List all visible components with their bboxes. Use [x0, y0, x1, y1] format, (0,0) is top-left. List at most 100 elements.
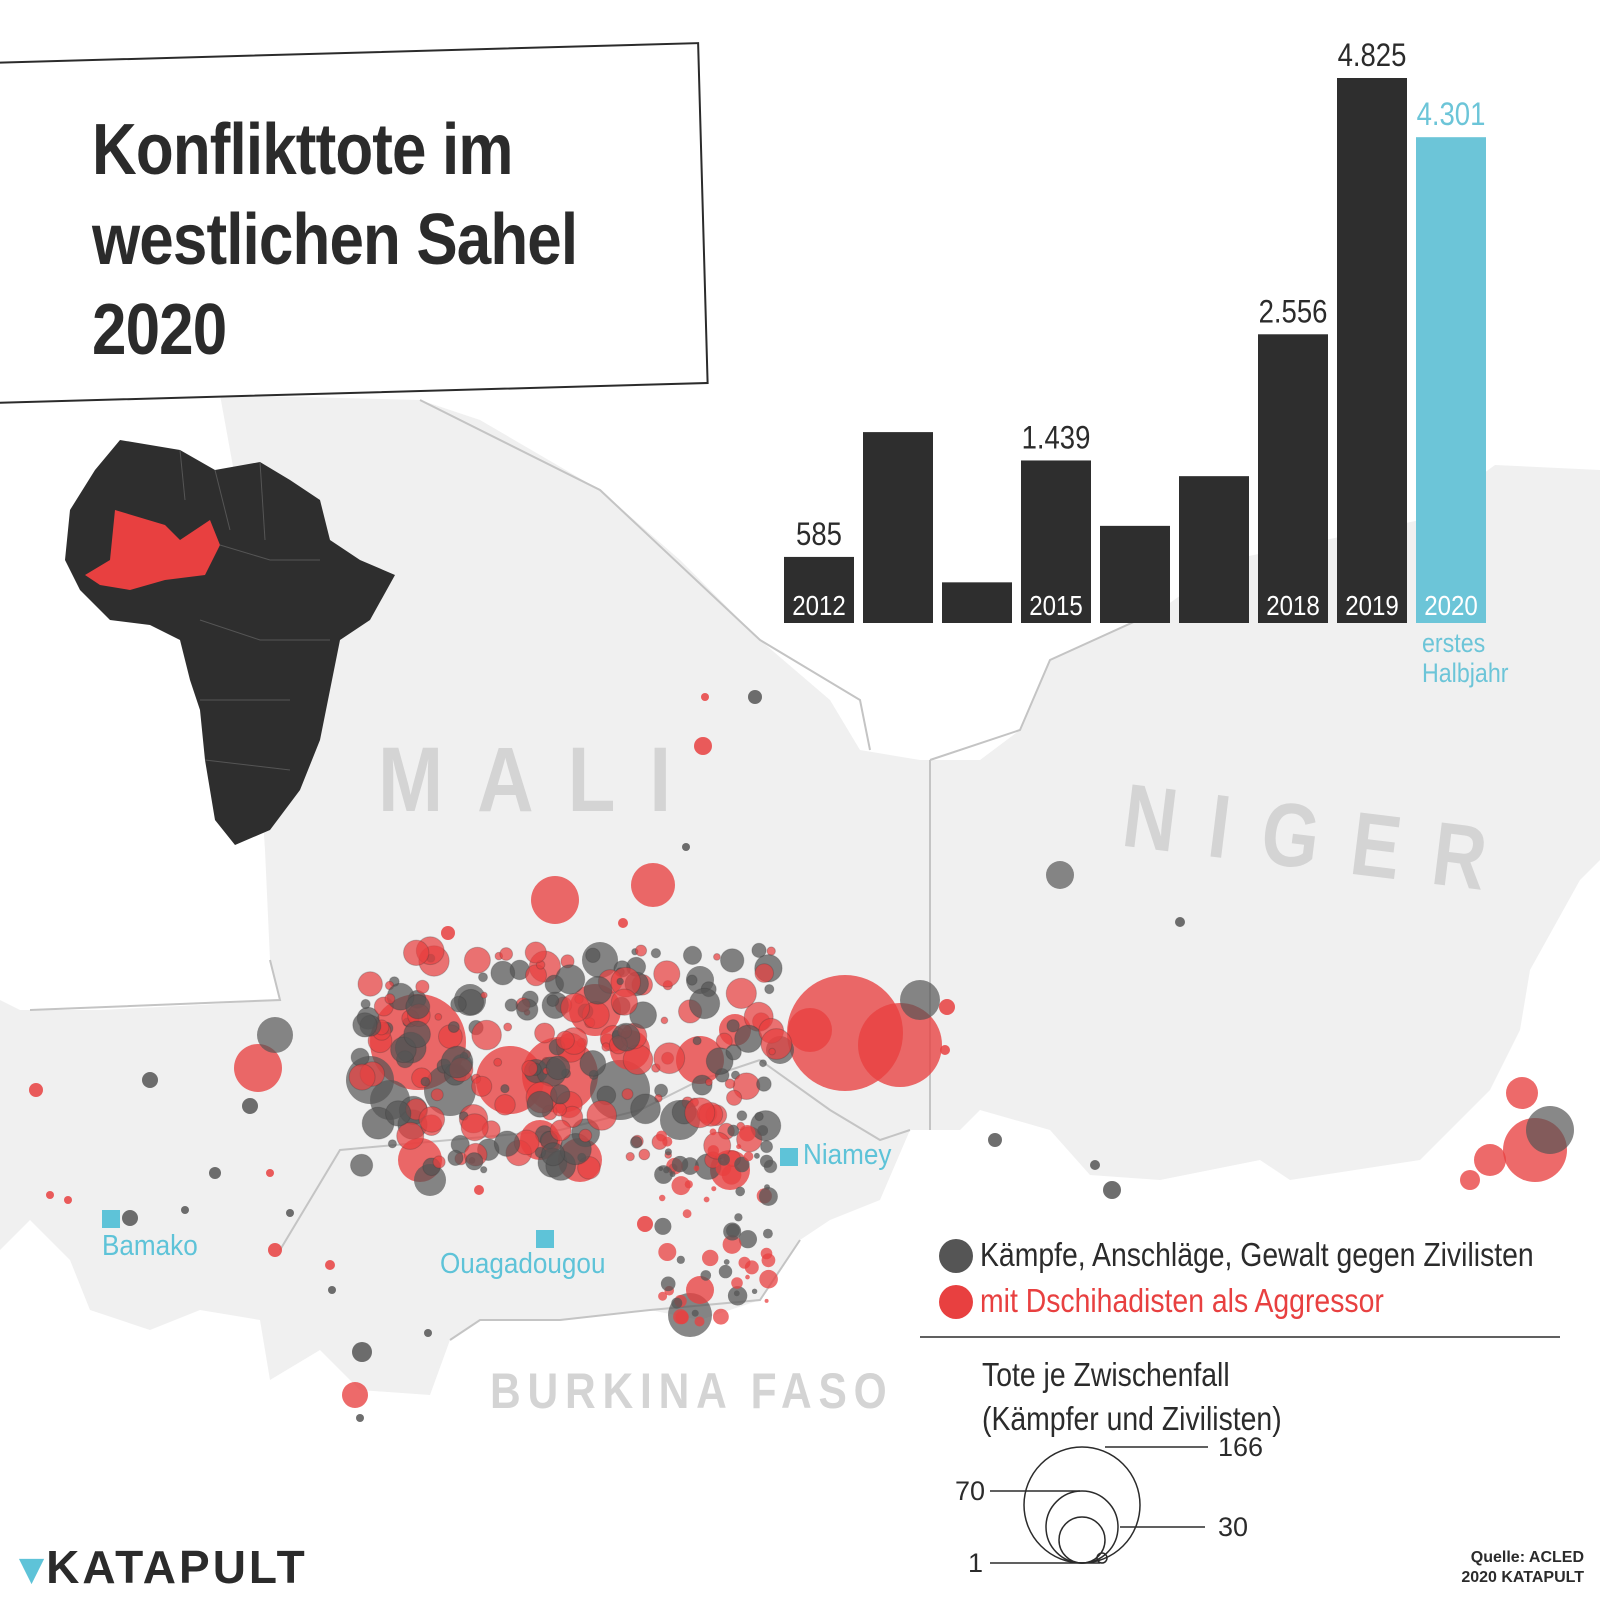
event-circle [415, 979, 430, 994]
burkina-niger-border [759, 1059, 911, 1142]
size-legend-title-2: (Kämpfer und Zivilisten) [982, 1400, 1282, 1437]
event-circle [718, 1264, 733, 1279]
event-circle [725, 1044, 742, 1061]
event-circle [701, 693, 709, 701]
event-circle [552, 1102, 567, 1117]
mali-west-border [29, 959, 282, 1011]
event-circle [181, 1206, 189, 1214]
event-circle [660, 1276, 676, 1292]
event-circle [460, 1113, 489, 1142]
event-circle [586, 1100, 618, 1131]
city-label-ouagadougou: Ouagadougou [440, 1248, 606, 1280]
bar-2013 [863, 432, 933, 623]
event-circle [1526, 1106, 1574, 1154]
bar-2020 [1416, 137, 1486, 623]
copyright-text: 2020 KATAPULT [1461, 1569, 1584, 1586]
city-label-bamako: Bamako [102, 1230, 198, 1262]
note-2020-line-2: Halbjahr [1422, 658, 1509, 688]
event-circle [693, 1165, 700, 1172]
event-circle [352, 1342, 372, 1362]
event-circle [634, 944, 648, 957]
sahel-highlight [85, 510, 220, 590]
city-label-niamey: Niamey [803, 1139, 892, 1171]
event-circle [352, 1012, 378, 1038]
page-title: Konflikttote im westlichen Sahel 2020 [92, 105, 608, 375]
event-circle [500, 1084, 510, 1094]
event-circle [611, 1022, 641, 1052]
event-circle [766, 946, 776, 956]
bar-year-label: 2018 [1266, 589, 1320, 621]
bar-2019 [1337, 78, 1407, 623]
size-label-1: 1 [968, 1548, 984, 1578]
event-circle [480, 1166, 488, 1174]
event-circle [1506, 1077, 1538, 1109]
event-circle [521, 1060, 538, 1077]
event-circle [760, 1154, 774, 1168]
event-circle [660, 1016, 669, 1025]
country-label-burkina-faso: BURKINA FASO [490, 1363, 894, 1419]
event-circle [1175, 917, 1185, 927]
event-circle [900, 980, 940, 1020]
bar-2012 [784, 556, 854, 623]
event-circle [531, 876, 579, 924]
event-circle [754, 1152, 760, 1159]
event-circle [629, 1001, 657, 1029]
event-circle [745, 1274, 750, 1280]
size-label-30: 30 [1218, 1512, 1249, 1542]
event-circle [549, 1119, 572, 1142]
event-circle [726, 1019, 740, 1033]
niamey-marker [780, 1148, 798, 1166]
event-circle [610, 988, 639, 1016]
event-circle [516, 998, 539, 1021]
burkina-south-border [449, 1239, 801, 1341]
event-circle [328, 1286, 336, 1294]
event-circle [257, 1017, 293, 1053]
bar-value-label: 4.825 [1338, 38, 1407, 73]
event-circle [726, 1223, 740, 1238]
event-circle [694, 737, 712, 755]
bar-2017 [1179, 476, 1249, 623]
event-circle [748, 690, 762, 704]
event-circle [725, 977, 757, 1010]
legend-red-dot [939, 1285, 973, 1319]
bar-year-label: 2012 [792, 589, 846, 621]
event-circle [713, 953, 721, 961]
event-circle [450, 995, 467, 1013]
bar-value-label: 585 [796, 517, 842, 552]
legend-red-label: mit Dschihadisten als Aggressor [980, 1282, 1384, 1319]
bar-value-label: 1.439 [1022, 421, 1091, 456]
event-circle [29, 1083, 43, 1097]
event-circle [734, 1156, 750, 1173]
size-label-70: 70 [955, 1476, 986, 1506]
event-circle [751, 942, 767, 959]
event-circle [759, 1187, 778, 1206]
event-circle [478, 972, 488, 983]
event-circle [534, 1022, 556, 1044]
event-circle [616, 977, 625, 986]
event-circle [403, 939, 430, 966]
event-circle [441, 926, 455, 940]
event-circle [939, 999, 955, 1015]
event-circle [465, 1152, 484, 1171]
event-circle [385, 1100, 412, 1127]
event-circle [418, 1106, 446, 1133]
source-text: Quelle: ACLED [1470, 1549, 1584, 1566]
event-circle [671, 1176, 691, 1196]
event-circle [700, 1270, 712, 1281]
ouagadougou-marker [536, 1230, 554, 1248]
niger-north-border [929, 609, 1161, 761]
event-circle [268, 1243, 282, 1257]
africa-inset [65, 440, 395, 845]
event-circle [727, 1124, 739, 1137]
event-circle [555, 1030, 575, 1050]
event-circle [1090, 1160, 1100, 1170]
event-circle [348, 1063, 376, 1091]
event-circle [474, 1185, 484, 1195]
event-circle [555, 964, 586, 995]
event-circle [1103, 1181, 1121, 1199]
event-circle [325, 1260, 335, 1270]
event-circle [764, 1298, 769, 1303]
event-circle [692, 1036, 702, 1046]
event-circle [578, 1128, 593, 1143]
event-circle [734, 1213, 743, 1222]
